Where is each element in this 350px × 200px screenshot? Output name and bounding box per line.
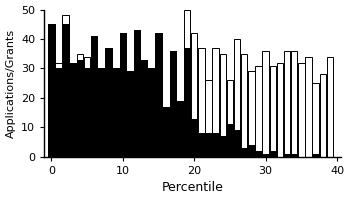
Bar — [255, 151, 262, 157]
Bar — [212, 133, 219, 157]
Bar — [298, 63, 304, 157]
Bar — [134, 30, 140, 157]
Bar — [184, 10, 190, 157]
Bar — [270, 151, 276, 157]
Bar — [77, 60, 83, 157]
Bar — [262, 51, 269, 157]
Bar — [262, 154, 269, 157]
Bar — [227, 80, 233, 157]
Bar — [162, 107, 169, 157]
Bar — [105, 48, 112, 157]
Bar — [70, 63, 76, 157]
Bar — [148, 68, 155, 157]
X-axis label: Percentile: Percentile — [161, 181, 223, 194]
Bar — [198, 48, 205, 157]
Bar — [198, 133, 205, 157]
Bar — [105, 48, 112, 157]
Bar — [112, 68, 119, 157]
Bar — [270, 66, 276, 157]
Bar — [77, 54, 83, 157]
Bar — [63, 24, 69, 157]
Bar — [277, 63, 283, 157]
Bar — [170, 51, 176, 157]
Bar — [255, 66, 262, 157]
Bar — [284, 51, 290, 157]
Bar — [313, 83, 319, 157]
Bar — [191, 119, 197, 157]
Bar — [155, 33, 162, 157]
Bar — [191, 33, 197, 157]
Bar — [70, 63, 76, 157]
Bar — [177, 101, 183, 157]
Bar — [84, 68, 90, 157]
Bar — [162, 107, 169, 157]
Bar — [55, 63, 62, 157]
Bar — [241, 148, 247, 157]
Bar — [91, 36, 97, 157]
Bar — [227, 124, 233, 157]
Bar — [234, 130, 240, 157]
Bar — [155, 33, 162, 157]
Bar — [120, 33, 126, 157]
Bar — [234, 39, 240, 157]
Bar — [205, 80, 212, 157]
Bar — [63, 15, 69, 157]
Bar — [120, 33, 126, 157]
Bar — [284, 154, 290, 157]
Bar — [112, 68, 119, 157]
Bar — [248, 145, 254, 157]
Bar — [248, 71, 254, 157]
Bar — [291, 154, 298, 157]
Bar — [48, 24, 55, 157]
Bar — [241, 54, 247, 157]
Bar — [212, 48, 219, 157]
Bar — [141, 60, 147, 157]
Bar — [305, 57, 312, 157]
Bar — [291, 51, 298, 157]
Bar — [127, 71, 133, 157]
Y-axis label: Applications/Grants: Applications/Grants — [6, 29, 15, 138]
Bar — [48, 24, 55, 157]
Bar — [219, 54, 226, 157]
Bar — [98, 68, 105, 157]
Bar — [313, 154, 319, 157]
Bar — [219, 136, 226, 157]
Bar — [205, 133, 212, 157]
Bar — [148, 68, 155, 157]
Bar — [141, 60, 147, 157]
Bar — [327, 57, 333, 157]
Bar — [98, 68, 105, 157]
Bar — [55, 68, 62, 157]
Bar — [134, 30, 140, 157]
Bar — [320, 74, 326, 157]
Bar — [127, 71, 133, 157]
Bar — [184, 48, 190, 157]
Bar — [177, 101, 183, 157]
Bar — [170, 51, 176, 157]
Bar — [84, 57, 90, 157]
Bar — [91, 36, 97, 157]
